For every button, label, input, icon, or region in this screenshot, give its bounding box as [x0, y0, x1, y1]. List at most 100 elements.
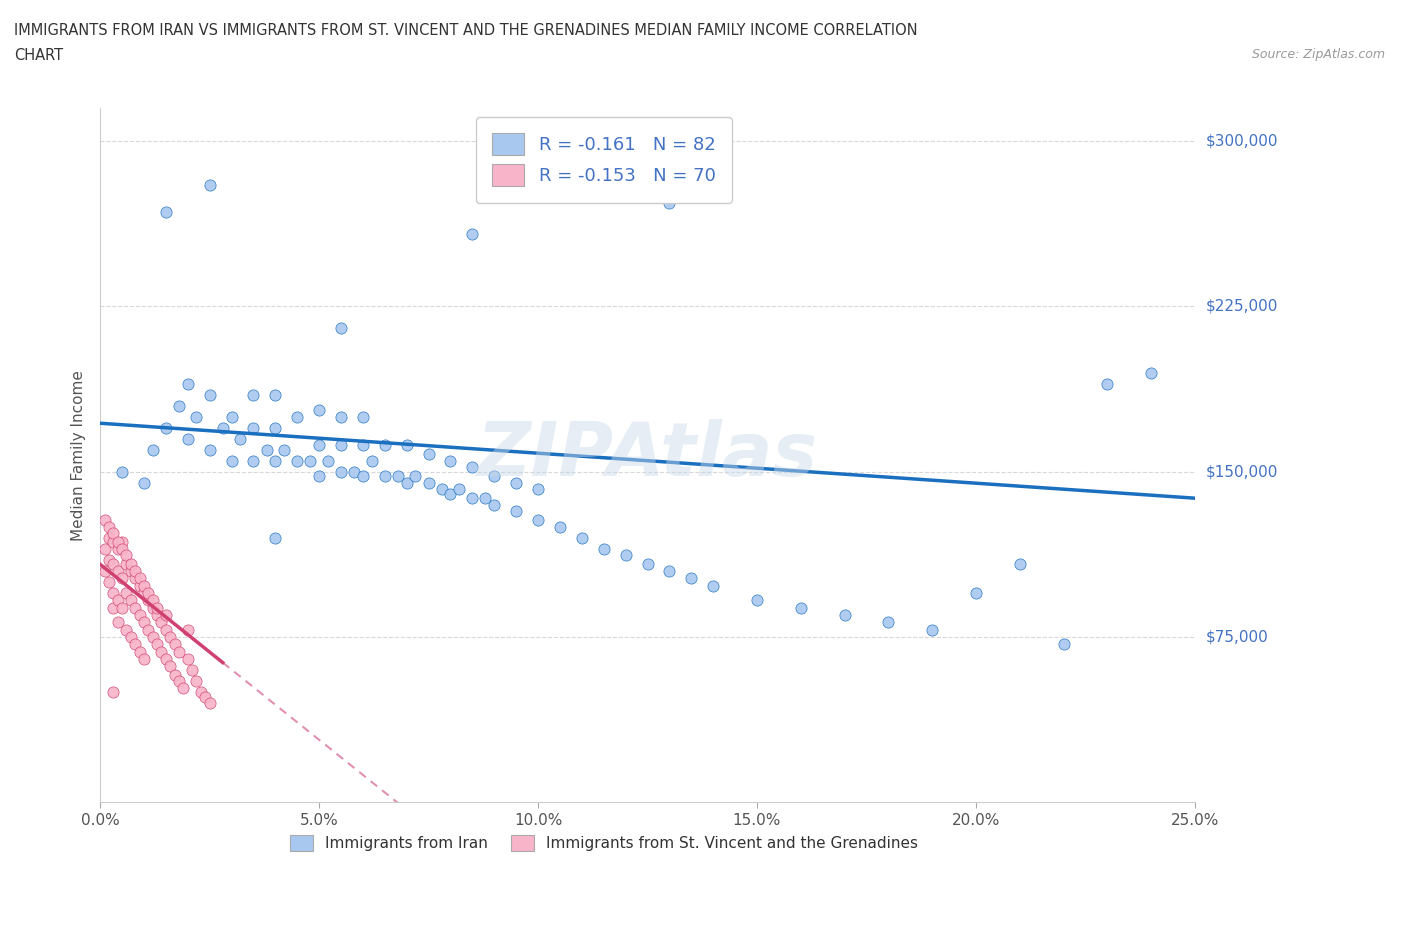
- Point: [146, 636, 169, 651]
- Point: [264, 530, 287, 545]
- Point: [285, 409, 308, 424]
- Point: [299, 453, 322, 468]
- Point: [308, 438, 330, 453]
- Text: $300,000: $300,000: [1206, 134, 1278, 149]
- Point: [439, 453, 461, 468]
- Point: [163, 636, 186, 651]
- Point: [194, 689, 217, 704]
- Text: IMMIGRANTS FROM IRAN VS IMMIGRANTS FROM ST. VINCENT AND THE GRENADINES MEDIAN FA: IMMIGRANTS FROM IRAN VS IMMIGRANTS FROM …: [14, 23, 918, 38]
- Point: [115, 586, 138, 601]
- Point: [107, 535, 129, 550]
- Point: [97, 519, 120, 534]
- Point: [439, 486, 461, 501]
- Point: [111, 601, 134, 616]
- Point: [352, 469, 374, 484]
- Point: [142, 443, 165, 458]
- Point: [1052, 636, 1074, 651]
- Point: [103, 557, 125, 572]
- Point: [167, 645, 190, 660]
- Point: [702, 578, 724, 593]
- Point: [211, 420, 233, 435]
- Point: [264, 387, 287, 402]
- Point: [103, 526, 125, 541]
- Point: [449, 482, 471, 497]
- Point: [136, 586, 159, 601]
- Text: $225,000: $225,000: [1206, 299, 1278, 314]
- Point: [242, 387, 264, 402]
- Point: [136, 592, 159, 607]
- Point: [330, 321, 353, 336]
- Point: [343, 464, 366, 479]
- Point: [374, 469, 396, 484]
- Point: [181, 663, 204, 678]
- Point: [128, 607, 150, 622]
- Y-axis label: Median Family Income: Median Family Income: [72, 370, 86, 540]
- Point: [658, 195, 681, 210]
- Point: [155, 420, 177, 435]
- Point: [163, 667, 186, 682]
- Point: [172, 681, 194, 696]
- Point: [330, 438, 353, 453]
- Point: [155, 652, 177, 667]
- Point: [103, 601, 125, 616]
- Point: [115, 623, 138, 638]
- Point: [745, 592, 768, 607]
- Point: [167, 398, 190, 413]
- Point: [155, 607, 177, 622]
- Point: [330, 464, 353, 479]
- Point: [93, 512, 115, 527]
- Point: [658, 564, 681, 578]
- Point: [128, 578, 150, 593]
- Point: [198, 387, 221, 402]
- Point: [177, 623, 200, 638]
- Point: [93, 541, 115, 556]
- Point: [142, 630, 165, 644]
- Point: [198, 443, 221, 458]
- Text: Source: ZipAtlas.com: Source: ZipAtlas.com: [1251, 48, 1385, 61]
- Point: [285, 453, 308, 468]
- Point: [484, 498, 506, 512]
- Point: [115, 548, 138, 563]
- Point: [111, 464, 134, 479]
- Point: [256, 443, 278, 458]
- Point: [124, 564, 146, 578]
- Point: [330, 409, 353, 424]
- Point: [103, 586, 125, 601]
- Point: [177, 376, 200, 391]
- Point: [221, 453, 243, 468]
- Point: [308, 403, 330, 418]
- Point: [155, 623, 177, 638]
- Point: [146, 601, 169, 616]
- Point: [150, 614, 173, 629]
- Point: [128, 645, 150, 660]
- Point: [877, 614, 900, 629]
- Point: [107, 564, 129, 578]
- Point: [395, 438, 418, 453]
- Point: [97, 530, 120, 545]
- Point: [592, 541, 614, 556]
- Point: [681, 570, 703, 585]
- Point: [186, 673, 208, 688]
- Point: [637, 557, 659, 572]
- Point: [93, 564, 115, 578]
- Point: [505, 504, 527, 519]
- Point: [548, 519, 571, 534]
- Point: [103, 535, 125, 550]
- Text: ZIPAtlas: ZIPAtlas: [477, 418, 818, 492]
- Point: [527, 512, 550, 527]
- Point: [242, 453, 264, 468]
- Point: [273, 443, 295, 458]
- Point: [430, 482, 453, 497]
- Point: [150, 645, 173, 660]
- Point: [352, 409, 374, 424]
- Point: [120, 564, 142, 578]
- Legend: Immigrants from Iran, Immigrants from St. Vincent and the Grenadines: Immigrants from Iran, Immigrants from St…: [284, 829, 924, 857]
- Point: [107, 614, 129, 629]
- Point: [474, 491, 496, 506]
- Point: [97, 552, 120, 567]
- Point: [505, 475, 527, 490]
- Point: [242, 420, 264, 435]
- Point: [395, 475, 418, 490]
- Point: [124, 570, 146, 585]
- Point: [190, 684, 212, 699]
